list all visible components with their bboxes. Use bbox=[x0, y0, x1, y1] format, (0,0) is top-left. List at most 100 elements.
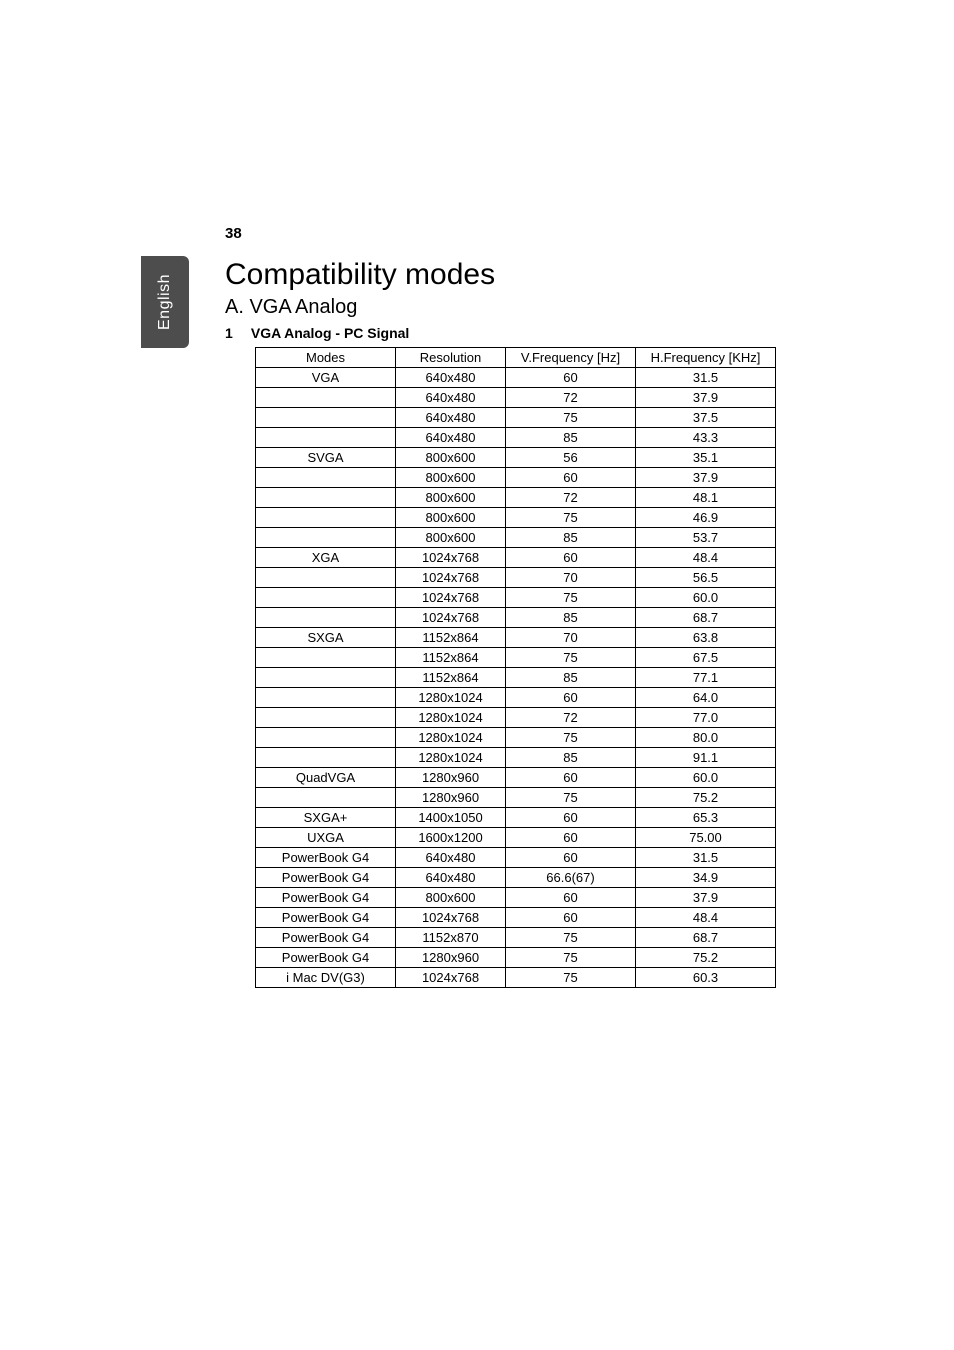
table-row: SXGA+1400x10506065.3 bbox=[256, 808, 776, 828]
language-tab-label: English bbox=[156, 274, 174, 330]
table-cell: 1024x768 bbox=[396, 968, 506, 988]
table-row: PowerBook G41024x7686048.4 bbox=[256, 908, 776, 928]
table-cell: 75.2 bbox=[636, 788, 776, 808]
table-cell: 85 bbox=[506, 668, 636, 688]
table-cell: 1024x768 bbox=[396, 548, 506, 568]
compatibility-table: Modes Resolution V.Frequency [Hz] H.Freq… bbox=[255, 347, 776, 988]
table-cell: 48.4 bbox=[636, 548, 776, 568]
table-cell bbox=[256, 508, 396, 528]
table-cell: 31.5 bbox=[636, 848, 776, 868]
table-cell: 60 bbox=[506, 468, 636, 488]
table-row: 800x6007546.9 bbox=[256, 508, 776, 528]
table-cell: 75 bbox=[506, 728, 636, 748]
table-cell bbox=[256, 588, 396, 608]
table-row: PowerBook G4640x4806031.5 bbox=[256, 848, 776, 868]
table-cell: 60 bbox=[506, 848, 636, 868]
table-cell bbox=[256, 668, 396, 688]
table-row: 1024x7687056.5 bbox=[256, 568, 776, 588]
table-cell: 1280x1024 bbox=[396, 728, 506, 748]
table-cell: 68.7 bbox=[636, 608, 776, 628]
table-cell bbox=[256, 528, 396, 548]
table-cell: 35.1 bbox=[636, 448, 776, 468]
col-hfreq: H.Frequency [KHz] bbox=[636, 348, 776, 368]
table-cell: PowerBook G4 bbox=[256, 908, 396, 928]
table-cell: 65.3 bbox=[636, 808, 776, 828]
table-cell: 60 bbox=[506, 888, 636, 908]
table-cell: 1280x1024 bbox=[396, 748, 506, 768]
table-cell: 80.0 bbox=[636, 728, 776, 748]
table-cell bbox=[256, 728, 396, 748]
table-cell: 640x480 bbox=[396, 368, 506, 388]
table-row: 1024x7687560.0 bbox=[256, 588, 776, 608]
subsection-number: 1 bbox=[225, 325, 247, 341]
table-cell: 1024x768 bbox=[396, 568, 506, 588]
table-cell: i Mac DV(G3) bbox=[256, 968, 396, 988]
table-cell: 1152x870 bbox=[396, 928, 506, 948]
subsection-heading: 1 VGA Analog - PC Signal bbox=[225, 325, 894, 341]
table-cell: 60.3 bbox=[636, 968, 776, 988]
table-row: VGA640x4806031.5 bbox=[256, 368, 776, 388]
table-cell: 60 bbox=[506, 688, 636, 708]
table-row: 640x4807537.5 bbox=[256, 408, 776, 428]
table-cell: 46.9 bbox=[636, 508, 776, 528]
table-cell: 70 bbox=[506, 568, 636, 588]
table-row: 800x6006037.9 bbox=[256, 468, 776, 488]
table-cell: 85 bbox=[506, 428, 636, 448]
table-cell: PowerBook G4 bbox=[256, 928, 396, 948]
table-row: SVGA800x6005635.1 bbox=[256, 448, 776, 468]
table-header-row: Modes Resolution V.Frequency [Hz] H.Freq… bbox=[256, 348, 776, 368]
table-cell: 48.1 bbox=[636, 488, 776, 508]
table-cell bbox=[256, 708, 396, 728]
table-cell: 60 bbox=[506, 828, 636, 848]
table-cell: 640x480 bbox=[396, 428, 506, 448]
table-cell: 66.6(67) bbox=[506, 868, 636, 888]
table-row: 640x4807237.9 bbox=[256, 388, 776, 408]
table-cell: 1280x960 bbox=[396, 788, 506, 808]
table-cell: VGA bbox=[256, 368, 396, 388]
table-cell: 68.7 bbox=[636, 928, 776, 948]
table-cell: 60 bbox=[506, 908, 636, 928]
table-cell: PowerBook G4 bbox=[256, 868, 396, 888]
table-cell: 1024x768 bbox=[396, 588, 506, 608]
table-cell: 640x480 bbox=[396, 868, 506, 888]
table-cell: 85 bbox=[506, 528, 636, 548]
table-cell: 72 bbox=[506, 488, 636, 508]
table-cell: 1024x768 bbox=[396, 608, 506, 628]
table-row: QuadVGA1280x9606060.0 bbox=[256, 768, 776, 788]
table-cell: 60.0 bbox=[636, 588, 776, 608]
table-cell: UXGA bbox=[256, 828, 396, 848]
table-cell: 37.9 bbox=[636, 388, 776, 408]
table-cell: PowerBook G4 bbox=[256, 888, 396, 908]
table-row: PowerBook G41280x9607575.2 bbox=[256, 948, 776, 968]
table-body: VGA640x4806031.5640x4807237.9640x4807537… bbox=[256, 368, 776, 988]
table-row: PowerBook G41152x8707568.7 bbox=[256, 928, 776, 948]
page: 38 English Compatibility modes A. VGA An… bbox=[0, 0, 954, 1350]
table-row: 800x6007248.1 bbox=[256, 488, 776, 508]
table-cell: 1400x1050 bbox=[396, 808, 506, 828]
table-row: 1152x8648577.1 bbox=[256, 668, 776, 688]
table-cell bbox=[256, 408, 396, 428]
table-row: SXGA1152x8647063.8 bbox=[256, 628, 776, 648]
table-cell bbox=[256, 788, 396, 808]
table-cell bbox=[256, 648, 396, 668]
table-cell: 75 bbox=[506, 948, 636, 968]
table-cell: 75 bbox=[506, 508, 636, 528]
page-number: 38 bbox=[225, 225, 242, 242]
table-row: 1024x7688568.7 bbox=[256, 608, 776, 628]
page-title: Compatibility modes bbox=[225, 258, 894, 292]
table-row: 1280x10248591.1 bbox=[256, 748, 776, 768]
table-row: 1280x10246064.0 bbox=[256, 688, 776, 708]
table-cell: QuadVGA bbox=[256, 768, 396, 788]
table-cell: 640x480 bbox=[396, 408, 506, 428]
table-cell: 43.3 bbox=[636, 428, 776, 448]
table-cell bbox=[256, 488, 396, 508]
table-cell: 800x600 bbox=[396, 488, 506, 508]
table-cell: 1280x960 bbox=[396, 948, 506, 968]
table-row: 1280x10247277.0 bbox=[256, 708, 776, 728]
table-cell: 31.5 bbox=[636, 368, 776, 388]
table-cell: 37.5 bbox=[636, 408, 776, 428]
table-cell: 75 bbox=[506, 968, 636, 988]
table-cell: 91.1 bbox=[636, 748, 776, 768]
table-cell bbox=[256, 468, 396, 488]
table-cell: 75 bbox=[506, 408, 636, 428]
